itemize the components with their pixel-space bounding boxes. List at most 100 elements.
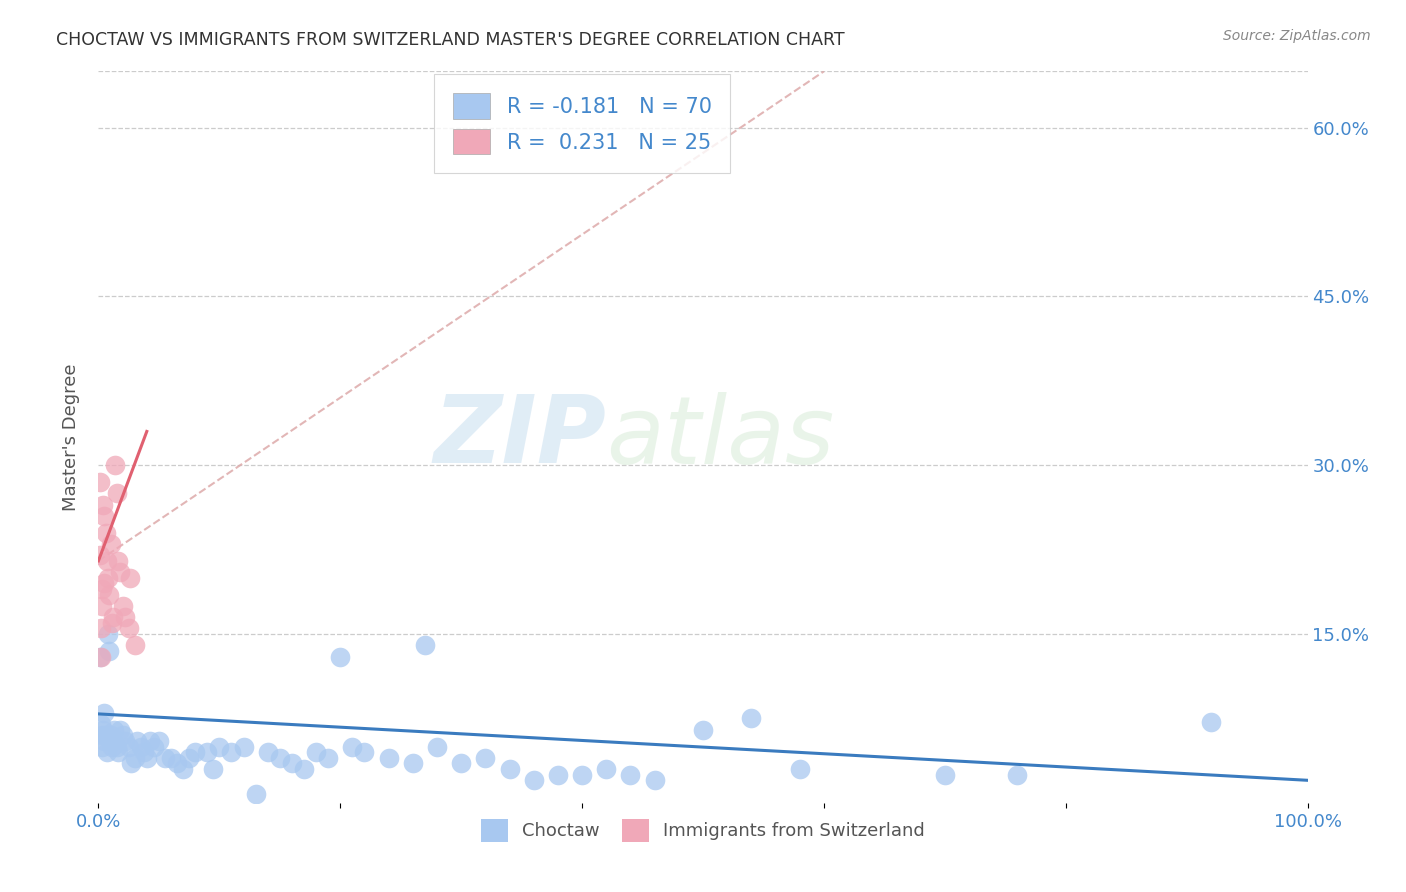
- Point: [148, 734, 170, 748]
- Point: [101, 610, 124, 624]
- Point: [96, 745, 118, 759]
- Point: [692, 723, 714, 737]
- Point: [93, 576, 115, 591]
- Point: [120, 756, 142, 771]
- Text: Source: ZipAtlas.com: Source: ZipAtlas.com: [1223, 29, 1371, 43]
- Point: [91, 498, 114, 512]
- Y-axis label: Master's Degree: Master's Degree: [62, 363, 80, 511]
- Point: [221, 745, 243, 759]
- Point: [166, 756, 188, 771]
- Point: [135, 751, 157, 765]
- Point: [89, 649, 111, 664]
- Point: [195, 745, 218, 759]
- Point: [316, 751, 339, 765]
- Point: [97, 571, 120, 585]
- Point: [413, 638, 436, 652]
- Point: [644, 773, 666, 788]
- Point: [740, 711, 762, 725]
- Point: [1007, 767, 1029, 781]
- Point: [96, 554, 118, 568]
- Point: [134, 745, 156, 759]
- Point: [934, 767, 956, 781]
- Point: [114, 610, 136, 624]
- Point: [245, 787, 267, 801]
- Point: [127, 734, 149, 748]
- Point: [139, 734, 162, 748]
- Point: [353, 745, 375, 759]
- Point: [108, 723, 131, 737]
- Point: [93, 734, 115, 748]
- Point: [111, 599, 134, 613]
- Point: [402, 756, 425, 771]
- Point: [91, 728, 114, 742]
- Point: [153, 751, 176, 765]
- Point: [208, 739, 231, 754]
- Point: [94, 728, 117, 742]
- Point: [595, 762, 617, 776]
- Point: [98, 644, 121, 658]
- Point: [450, 756, 472, 771]
- Point: [90, 621, 112, 635]
- Point: [100, 728, 122, 742]
- Point: [547, 767, 569, 781]
- Point: [98, 588, 121, 602]
- Point: [100, 615, 122, 630]
- Point: [124, 638, 146, 652]
- Legend: Choctaw, Immigrants from Switzerland: Choctaw, Immigrants from Switzerland: [467, 805, 939, 856]
- Point: [97, 627, 120, 641]
- Point: [107, 554, 129, 568]
- Point: [111, 728, 134, 742]
- Point: [269, 751, 291, 765]
- Point: [93, 706, 115, 720]
- Point: [105, 486, 128, 500]
- Point: [129, 739, 152, 754]
- Point: [107, 745, 129, 759]
- Point: [114, 734, 136, 748]
- Point: [179, 751, 201, 765]
- Point: [172, 762, 194, 776]
- Point: [474, 751, 496, 765]
- Point: [523, 773, 546, 788]
- Point: [90, 717, 112, 731]
- Point: [89, 475, 111, 489]
- Point: [143, 739, 166, 754]
- Point: [91, 723, 114, 737]
- Text: atlas: atlas: [606, 392, 835, 483]
- Point: [118, 739, 141, 754]
- Point: [118, 571, 141, 585]
- Point: [426, 739, 449, 754]
- Point: [108, 565, 131, 579]
- Point: [101, 734, 124, 748]
- Point: [342, 739, 364, 754]
- Point: [232, 739, 254, 754]
- Text: CHOCTAW VS IMMIGRANTS FROM SWITZERLAND MASTER'S DEGREE CORRELATION CHART: CHOCTAW VS IMMIGRANTS FROM SWITZERLAND M…: [56, 31, 845, 49]
- Point: [377, 751, 399, 765]
- Point: [93, 508, 115, 523]
- Point: [571, 767, 593, 781]
- Point: [619, 767, 641, 781]
- Point: [91, 739, 114, 754]
- Point: [789, 762, 811, 776]
- Point: [100, 739, 122, 754]
- Point: [89, 548, 111, 562]
- Point: [202, 762, 225, 776]
- Point: [94, 525, 117, 540]
- Point: [103, 723, 125, 737]
- Point: [256, 745, 278, 759]
- Point: [105, 739, 128, 754]
- Point: [184, 745, 207, 759]
- Point: [91, 582, 114, 596]
- Point: [305, 745, 328, 759]
- Point: [160, 751, 183, 765]
- Point: [329, 649, 352, 664]
- Point: [292, 762, 315, 776]
- Point: [281, 756, 304, 771]
- Point: [1199, 714, 1222, 729]
- Point: [100, 537, 122, 551]
- Text: ZIP: ZIP: [433, 391, 606, 483]
- Point: [118, 621, 141, 635]
- Point: [91, 599, 114, 613]
- Point: [124, 751, 146, 765]
- Point: [90, 649, 112, 664]
- Point: [498, 762, 520, 776]
